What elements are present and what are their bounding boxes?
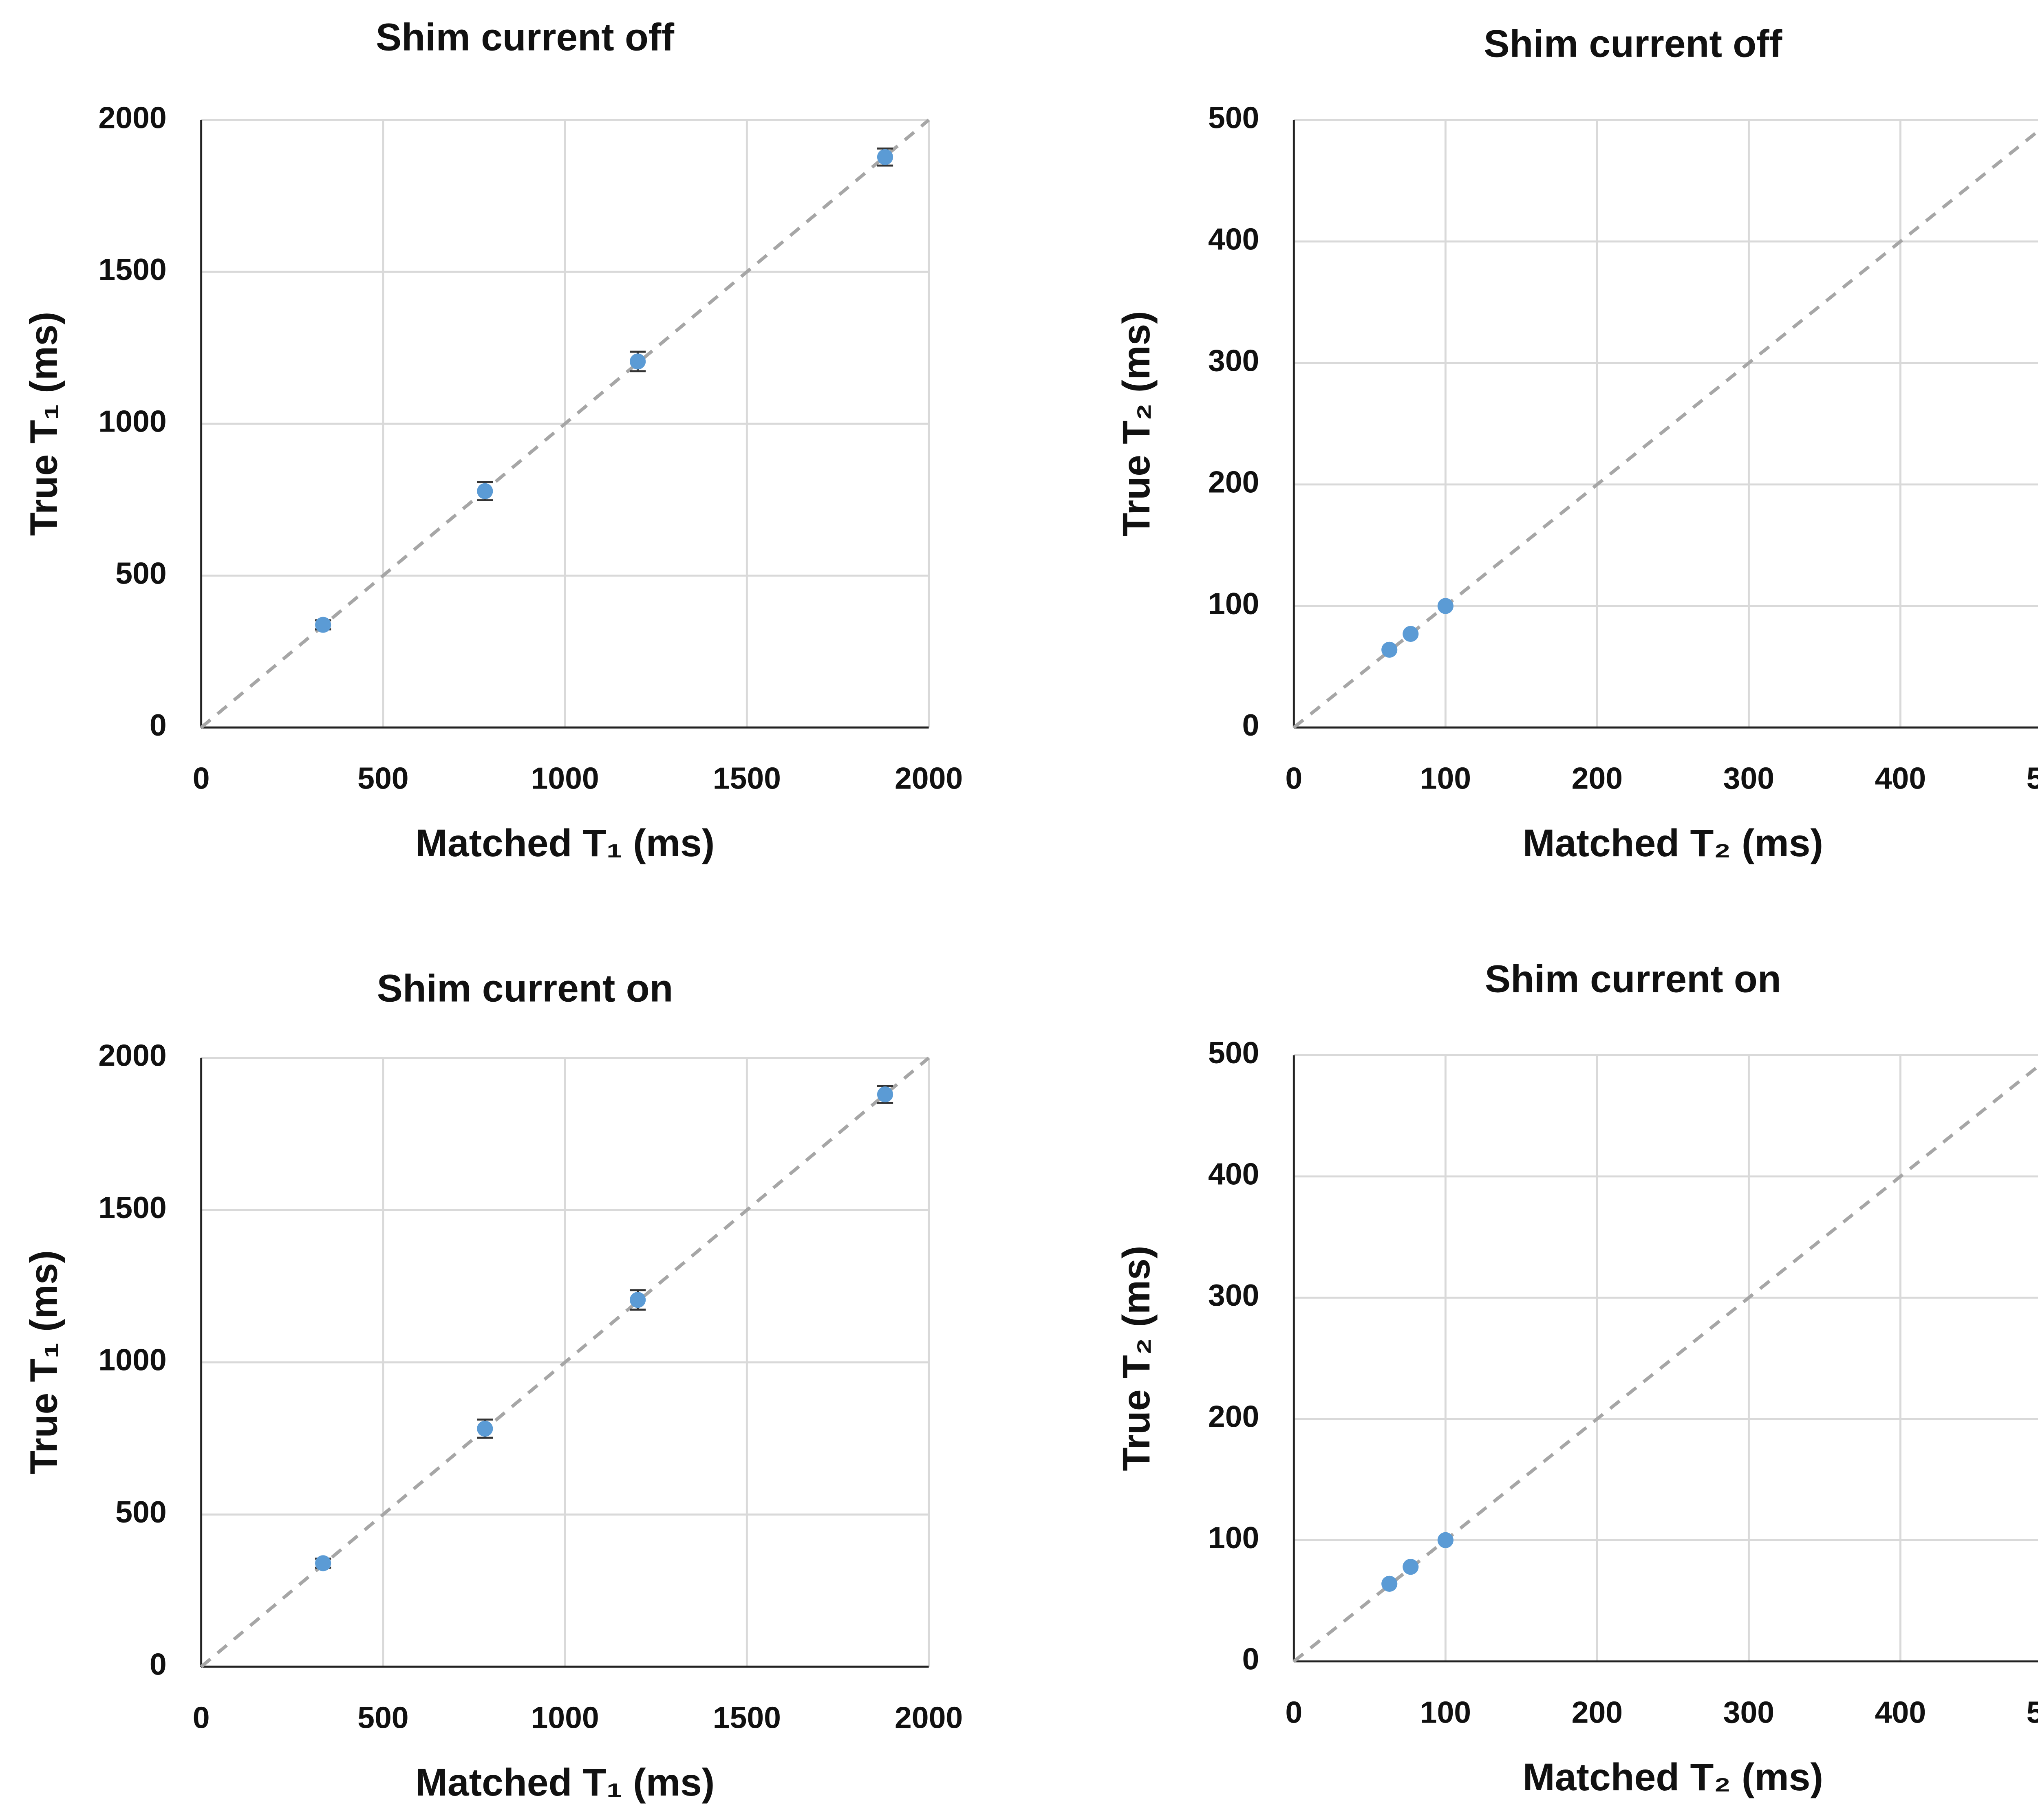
x-tick-label: 1000: [531, 761, 599, 795]
y-tick-label: 500: [1208, 100, 1259, 134]
y-tick-label: 200: [1208, 465, 1259, 499]
y-tick-label: 1000: [98, 1343, 166, 1377]
x-axis-label: Matched T₁ (ms): [415, 1761, 715, 1804]
x-axis-label: Matched T₂ (ms): [1523, 822, 1823, 865]
x-tick-label: 400: [1875, 1695, 1926, 1729]
x-tick-label: 2000: [895, 1700, 963, 1734]
y-axis-label: True T₂ (ms): [1115, 1246, 1158, 1471]
x-tick-label: 0: [193, 1700, 210, 1734]
point: [1403, 1559, 1419, 1575]
chart-title: Shim current on: [1485, 958, 1781, 1001]
point: [629, 1292, 646, 1308]
point: [877, 149, 893, 165]
x-tick-label: 500: [357, 761, 408, 795]
point: [1437, 1532, 1454, 1548]
x-tick-label: 500: [357, 1700, 408, 1734]
x-tick-label: 0: [1285, 761, 1302, 795]
y-tick-label: 2000: [98, 100, 166, 134]
x-tick-label: 500: [2027, 1695, 2038, 1729]
x-tick-label: 0: [193, 761, 210, 795]
chart-title: Shim current on: [377, 967, 673, 1010]
x-tick-label: 200: [1572, 761, 1623, 795]
point: [1437, 598, 1454, 614]
x-tick-label: 200: [1572, 1695, 1623, 1729]
point: [629, 353, 646, 370]
y-tick-label: 0: [150, 1647, 167, 1681]
point: [877, 1086, 893, 1103]
y-axis-label: True T₁ (ms): [22, 1250, 65, 1474]
y-tick-label: 300: [1208, 344, 1259, 378]
y-tick-label: 1000: [98, 404, 166, 438]
y-tick-label: 0: [1242, 1642, 1259, 1676]
y-tick-label: 300: [1208, 1278, 1259, 1312]
chart-title: Shim current off: [1484, 22, 1782, 66]
x-tick-label: 300: [1723, 761, 1774, 795]
chart-title: Shim current off: [376, 15, 675, 59]
y-axis-label: True T₁ (ms): [22, 312, 65, 536]
point: [315, 1555, 331, 1571]
point: [1381, 641, 1398, 658]
x-tick-label: 100: [1420, 761, 1471, 795]
y-tick-label: 2000: [98, 1038, 166, 1073]
y-tick-label: 500: [115, 1495, 166, 1529]
x-tick-label: 400: [1875, 761, 1926, 795]
point: [315, 617, 331, 633]
x-tick-label: 0: [1285, 1695, 1302, 1729]
x-tick-label: 1000: [531, 1700, 599, 1734]
y-tick-label: 500: [115, 556, 166, 590]
y-tick-label: 1500: [98, 1190, 166, 1225]
y-tick-label: 100: [1208, 586, 1259, 621]
x-tick-label: 2000: [895, 761, 963, 795]
y-tick-label: 0: [1242, 708, 1259, 742]
x-tick-label: 100: [1420, 1695, 1471, 1729]
point: [477, 483, 493, 499]
y-tick-label: 100: [1208, 1520, 1259, 1555]
y-tick-label: 0: [150, 708, 167, 742]
x-tick-label: 1500: [713, 761, 781, 795]
y-tick-label: 400: [1208, 1157, 1259, 1191]
x-tick-label: 300: [1723, 1695, 1774, 1729]
point: [1381, 1575, 1398, 1592]
x-axis-label: Matched T₁ (ms): [415, 822, 715, 865]
x-tick-label: 1500: [713, 1700, 781, 1734]
x-tick-label: 500: [2027, 761, 2038, 795]
y-tick-label: 1500: [98, 252, 166, 286]
y-tick-label: 500: [1208, 1036, 1259, 1070]
y-axis-label: True T₂ (ms): [1115, 311, 1158, 536]
y-tick-label: 400: [1208, 222, 1259, 256]
x-axis-label: Matched T₂ (ms): [1523, 1756, 1823, 1799]
point: [1403, 626, 1419, 642]
y-tick-label: 200: [1208, 1399, 1259, 1434]
point: [477, 1421, 493, 1437]
